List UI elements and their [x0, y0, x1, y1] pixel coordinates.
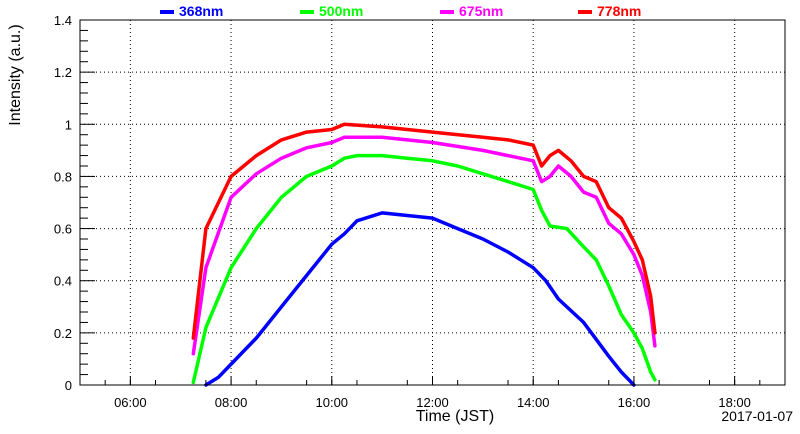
- series-line-368nm: [204, 211, 636, 387]
- y-tick-label: 0.2: [54, 326, 72, 341]
- y-tick-label: 0.8: [54, 169, 72, 184]
- x-tick-label: 18:00: [718, 395, 751, 410]
- tick-labels: 06:00 08:00 10:00 12:00 14:00 16:00 18:00 0 0.2 0…: [54, 13, 751, 410]
- y-tick-label: 0.6: [54, 222, 72, 237]
- legend-label: 368nm: [179, 3, 223, 19]
- y-tick-label: 0.4: [54, 274, 72, 289]
- legend-label: 778nm: [597, 3, 641, 19]
- x-tick-label: 12:00: [416, 395, 449, 410]
- grid-lines: [80, 20, 785, 385]
- legend: 368nm 500nm 675nm 778nm: [160, 3, 641, 19]
- y-tick-label: 1.4: [54, 13, 72, 28]
- y-axis-title: Intensity (a.u.): [7, 24, 24, 125]
- legend-label: 500nm: [319, 3, 363, 19]
- series-line-778nm: [191, 122, 657, 340]
- y-tick-label: 1: [65, 117, 72, 132]
- x-tick-label: 06:00: [114, 395, 147, 410]
- x-tick-label: 08:00: [215, 395, 248, 410]
- date-label: 2017-01-07: [721, 408, 793, 424]
- series-line-675nm: [191, 135, 657, 356]
- legend-label: 675nm: [459, 3, 503, 19]
- series-line-500nm: [191, 153, 657, 385]
- x-tick-label: 10:00: [316, 395, 349, 410]
- y-tick-label: 1.2: [54, 65, 72, 80]
- x-tick-label: 16:00: [618, 395, 651, 410]
- axis-ticks: [80, 19, 761, 386]
- x-tick-label: 14:00: [517, 395, 550, 410]
- y-tick-label: 0: [65, 378, 72, 393]
- data-series: [191, 122, 657, 387]
- x-axis-title: Time (JST): [416, 408, 495, 425]
